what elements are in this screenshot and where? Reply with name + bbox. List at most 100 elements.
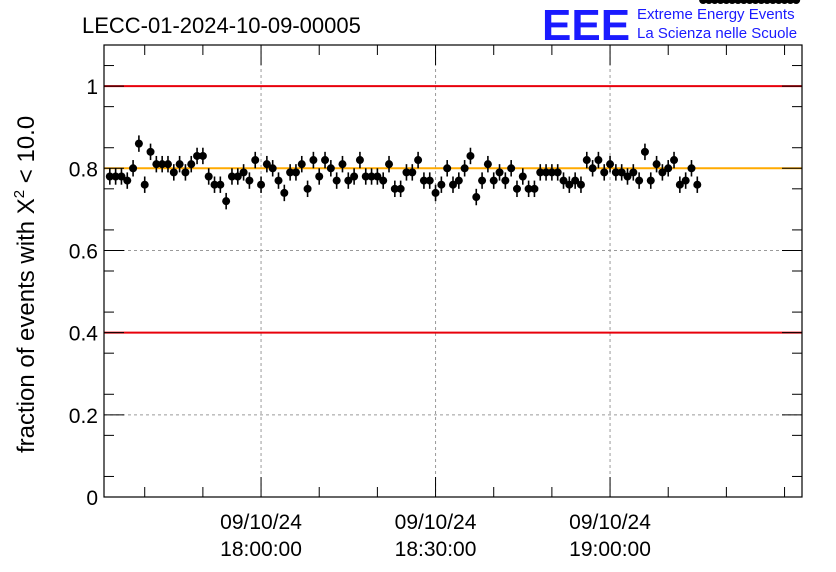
- marker: [542, 168, 551, 177]
- data-point: [326, 160, 335, 177]
- data-point: [594, 151, 603, 169]
- logo-line2: La Scienza nelle Scuole: [637, 25, 797, 42]
- marker: [198, 151, 207, 160]
- marker: [483, 160, 492, 169]
- marker: [536, 168, 545, 177]
- marker: [472, 193, 481, 202]
- marker: [344, 176, 353, 185]
- marker: [408, 168, 417, 177]
- marker: [693, 180, 702, 189]
- marker: [635, 176, 644, 185]
- marker: [466, 151, 475, 160]
- marker: [402, 168, 411, 177]
- marker: [664, 164, 673, 173]
- marker: [373, 172, 382, 181]
- data-point: [158, 155, 167, 173]
- x-tick-label-time: 18:00:00: [220, 538, 302, 561]
- data-point: [187, 155, 196, 173]
- data-point: [664, 160, 673, 177]
- marker: [687, 164, 696, 173]
- marker: [512, 184, 521, 193]
- marker: [321, 156, 330, 165]
- data-point: [146, 143, 155, 161]
- marker: [251, 156, 260, 165]
- data-point: [693, 176, 702, 193]
- data-point: [297, 155, 306, 173]
- marker: [181, 168, 190, 177]
- data-point: [321, 151, 330, 169]
- marker: [518, 172, 527, 181]
- data-point: [216, 176, 225, 193]
- data-point: [472, 188, 481, 206]
- data-point: [536, 164, 545, 181]
- marker: [303, 184, 312, 193]
- marker: [355, 156, 364, 165]
- marker: [507, 164, 516, 173]
- data-point: [361, 168, 370, 185]
- data-point: [623, 168, 632, 185]
- data-point: [792, 0, 801, 4]
- marker: [454, 176, 463, 185]
- data-point: [635, 172, 644, 189]
- marker: [291, 168, 300, 177]
- marker: [582, 156, 591, 165]
- data-point: [547, 164, 556, 181]
- marker: [152, 160, 161, 169]
- data-point: [152, 155, 161, 173]
- marker: [257, 180, 266, 189]
- y-tick-label: 0.2: [69, 405, 98, 428]
- marker: [640, 147, 649, 156]
- marker: [419, 176, 428, 185]
- y-tick-label: 0: [86, 487, 98, 510]
- marker: [216, 180, 225, 189]
- data-point: [134, 135, 143, 152]
- marker: [169, 168, 178, 177]
- marker: [530, 184, 539, 193]
- data-point: [454, 172, 463, 189]
- marker: [495, 168, 504, 177]
- data-point: [431, 184, 440, 202]
- data-point: [449, 176, 457, 193]
- marker: [390, 184, 399, 193]
- x-tick-label-time: 19:00:00: [569, 538, 651, 561]
- data-point: [169, 164, 178, 181]
- data-point: [274, 172, 283, 189]
- data-point: [606, 155, 615, 173]
- y-tick-label: 0.8: [69, 158, 98, 181]
- marker: [245, 176, 254, 185]
- marker: [611, 168, 620, 177]
- data-point: [629, 164, 638, 181]
- marker: [431, 188, 440, 197]
- chart-title: LECC-01-2024-10-09-00005: [82, 13, 361, 38]
- marker: [274, 176, 283, 185]
- data-point: [355, 151, 364, 169]
- marker: [163, 160, 172, 169]
- marker: [425, 176, 434, 185]
- data-point: [338, 155, 347, 173]
- data-point: [443, 160, 452, 177]
- y-tick-label: 1: [86, 76, 98, 99]
- marker: [501, 176, 510, 185]
- marker: [204, 172, 213, 181]
- data-point: [600, 164, 609, 181]
- data-point: [553, 164, 562, 181]
- data-point: [344, 172, 353, 189]
- y-axis-label-tail: < 10.0: [13, 116, 40, 190]
- data-point: [425, 172, 434, 189]
- data-point: [483, 155, 492, 173]
- data-point: [582, 151, 591, 169]
- data-point: [105, 168, 114, 185]
- marker: [117, 172, 126, 181]
- marker: [146, 147, 155, 156]
- data-point: [379, 172, 388, 189]
- data-point: [495, 164, 504, 181]
- x-tick-label-time: 18:30:00: [395, 538, 477, 561]
- data-point: [646, 172, 655, 189]
- x-tick-labels: 09/10/24 18:00:00 09/10/24 18:30:00 09/10/24…: [220, 511, 651, 561]
- data-point: [408, 164, 417, 181]
- data-point: [640, 143, 649, 161]
- data-point: [303, 180, 312, 198]
- y-tick-label: 0.4: [69, 323, 99, 346]
- marker: [262, 160, 271, 169]
